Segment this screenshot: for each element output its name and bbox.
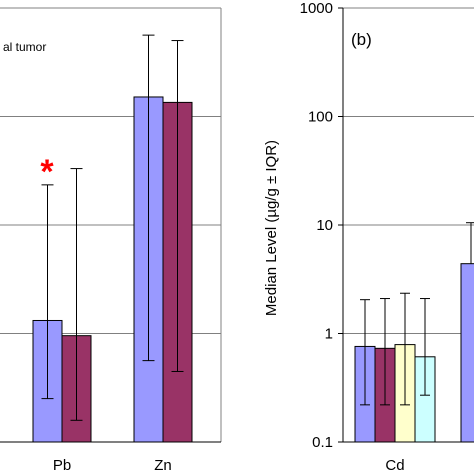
y-tick-label: 0.1: [312, 434, 333, 451]
y-tick-label: 10: [316, 217, 333, 234]
y-tick-label: 1: [325, 326, 333, 343]
y-tick-label: 1000: [300, 0, 333, 17]
x-category-label: Zn: [154, 457, 172, 474]
y-axis-title: Median Level (µg/g ± IQR): [263, 140, 280, 316]
y-tick-label: 100: [308, 109, 333, 126]
x-category-label: Pb: [53, 457, 71, 474]
panel-label: (b): [351, 30, 372, 49]
x-category-label: Cd: [385, 457, 404, 474]
right-panel: Median Level (µg/g ± IQR) 0.1 1 10 100 1…: [263, 0, 474, 474]
legend-text: al tumor: [3, 40, 46, 54]
left-panel: al tumor Pb Zn *: [0, 7, 222, 474]
bar: [460, 263, 474, 443]
significance-marker: *: [40, 153, 54, 191]
